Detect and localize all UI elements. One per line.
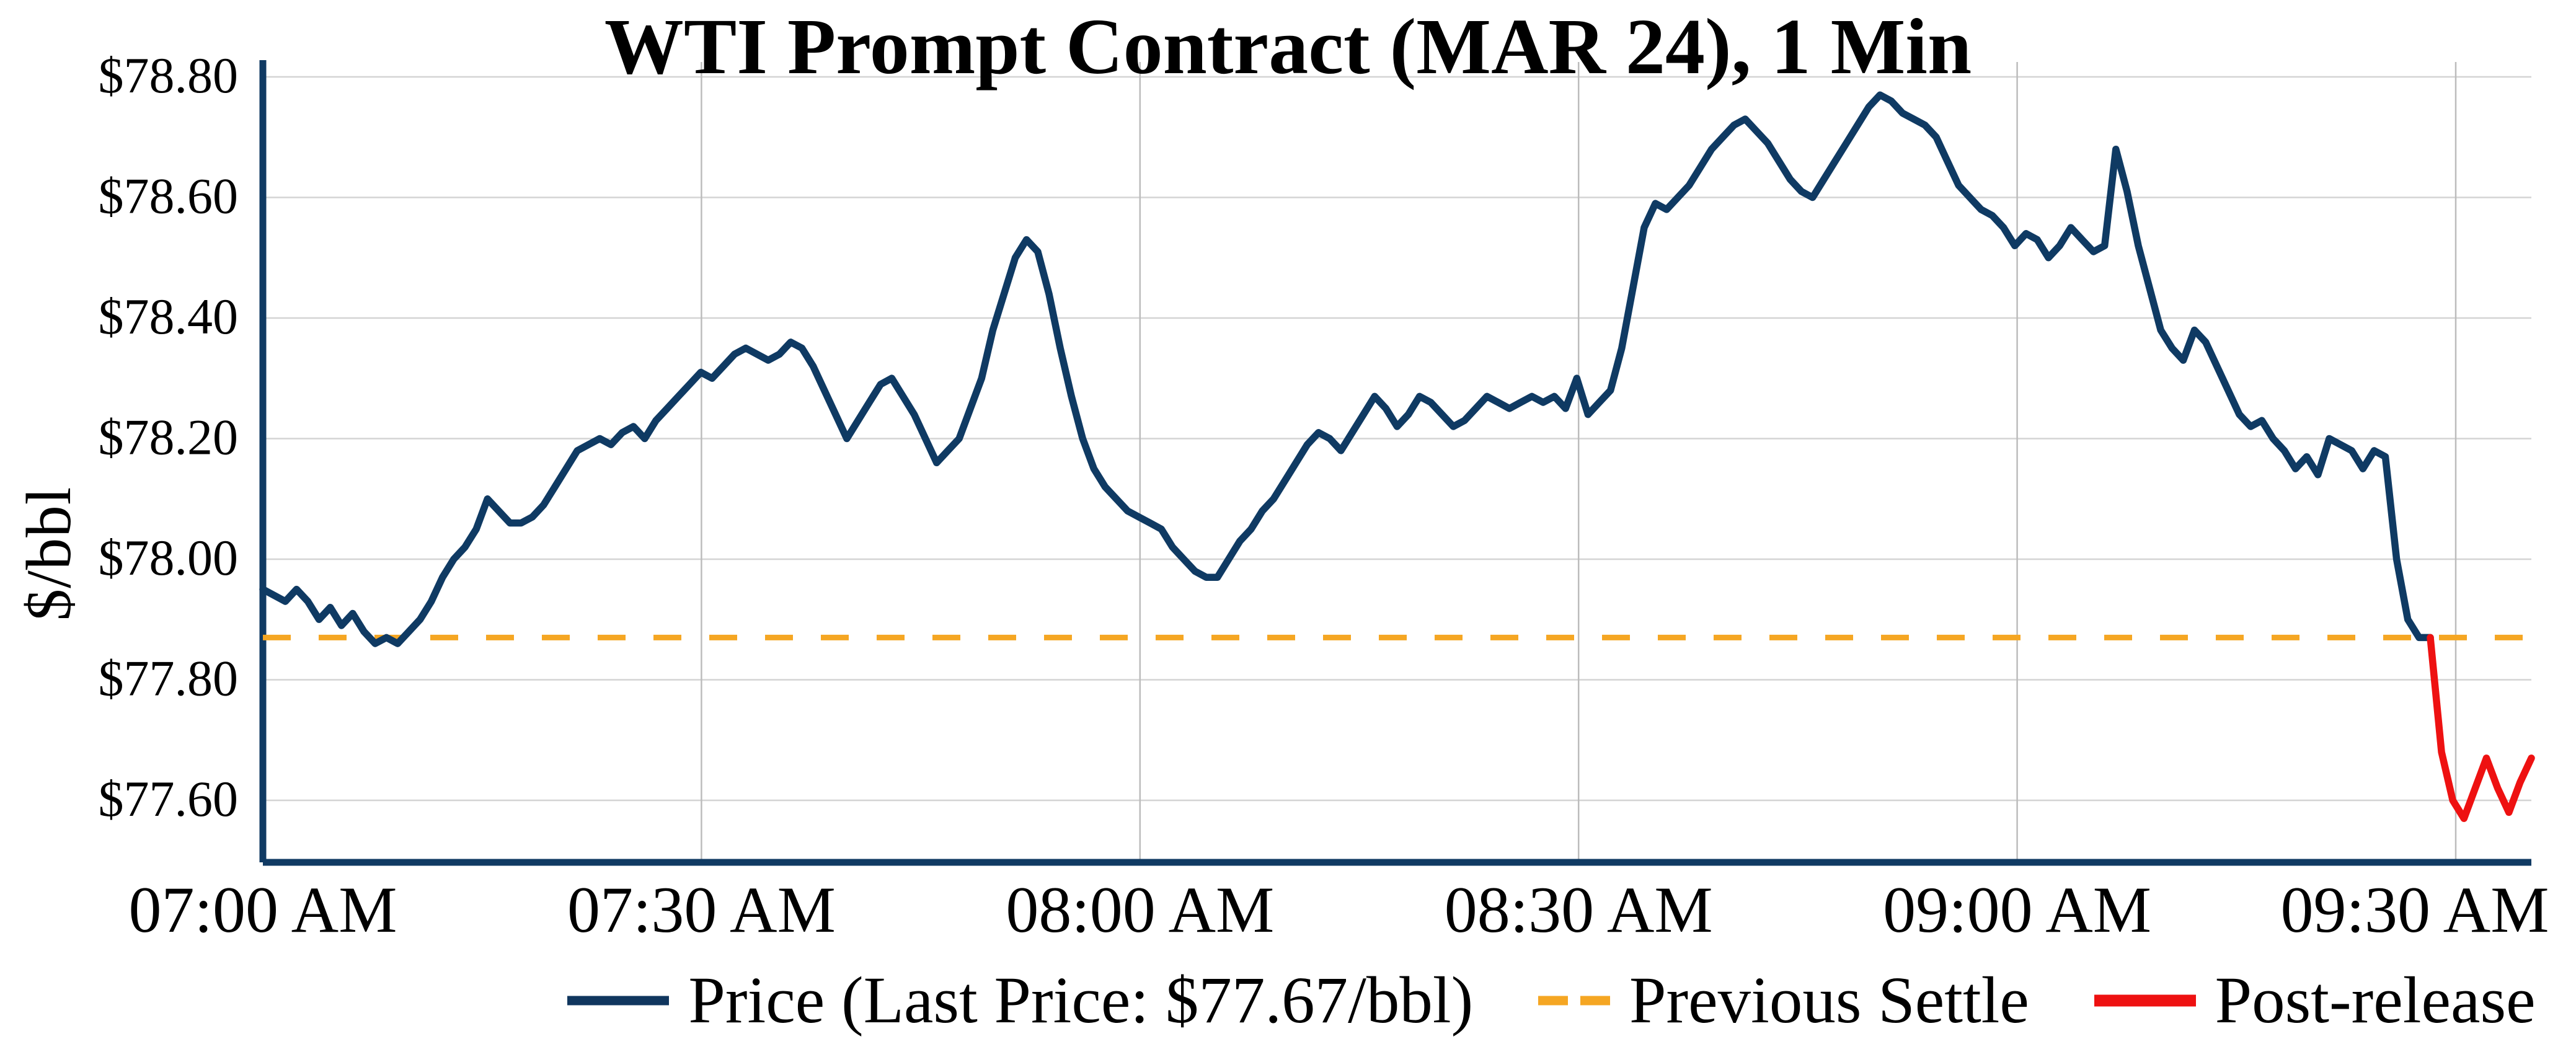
svg-text:$77.80: $77.80 [99, 650, 239, 707]
svg-text:$78.20: $78.20 [99, 409, 239, 466]
svg-text:$78.60: $78.60 [99, 168, 239, 224]
svg-text:$77.60: $77.60 [99, 771, 239, 827]
svg-text:08:00 AM: 08:00 AM [1006, 873, 1274, 946]
svg-text:$78.00: $78.00 [99, 529, 239, 586]
svg-text:07:00 AM: 07:00 AM [129, 873, 397, 946]
svg-text:08:30 AM: 08:30 AM [1445, 873, 1713, 946]
svg-text:09:00 AM: 09:00 AM [1883, 873, 2151, 946]
svg-text:07:30 AM: 07:30 AM [567, 873, 836, 946]
svg-text:09:30 AM: 09:30 AM [2281, 873, 2549, 946]
svg-text:$78.40: $78.40 [99, 288, 239, 345]
